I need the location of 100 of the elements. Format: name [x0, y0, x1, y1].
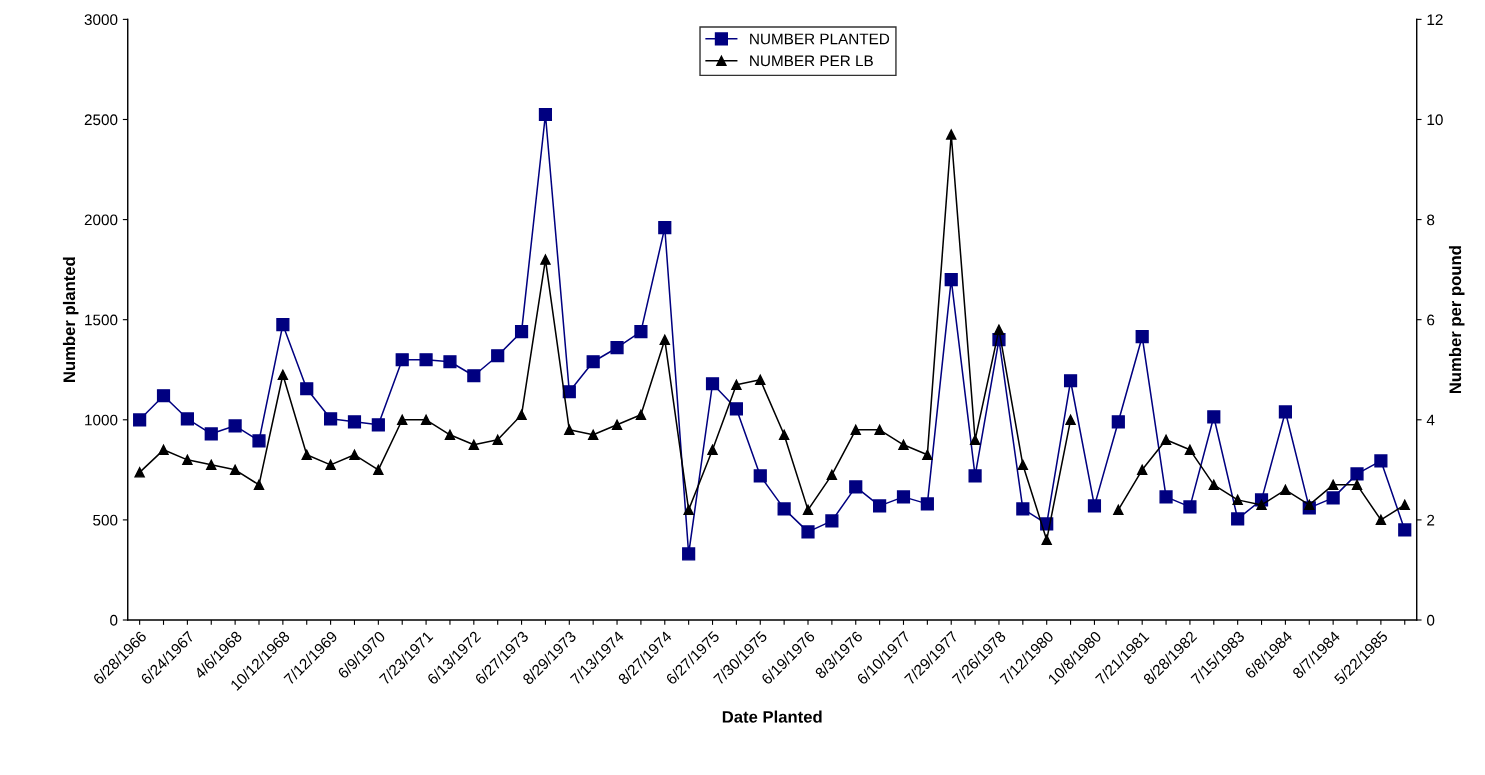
point [825, 514, 839, 528]
point [1375, 514, 1387, 526]
point [659, 334, 670, 345]
point [156, 389, 171, 403]
legend-label: NUMBER PLANTED [750, 33, 890, 45]
point [468, 439, 480, 451]
point [419, 353, 433, 367]
point [1113, 504, 1124, 516]
y-axis-title: Number planted [62, 257, 79, 382]
y-tick-label: 0 [110, 614, 118, 626]
point [683, 504, 694, 516]
point [898, 439, 909, 451]
point [133, 413, 147, 427]
point [253, 479, 265, 491]
y2-tick-label: 12 [1427, 14, 1443, 25]
point [1087, 499, 1102, 513]
point [1231, 512, 1245, 526]
point [1278, 405, 1293, 419]
point [516, 409, 527, 420]
point [1135, 330, 1149, 344]
y-tick-label: 2500 [84, 114, 118, 126]
point [969, 434, 981, 446]
point [920, 497, 934, 511]
point [347, 415, 362, 429]
point [301, 449, 312, 461]
point [395, 353, 409, 367]
y-tick-label: 500 [93, 514, 118, 526]
point [1304, 499, 1315, 511]
x-axis-title: Date Planted [722, 710, 822, 723]
y2-tick-label: 0 [1427, 614, 1435, 626]
point [182, 454, 193, 466]
point [467, 369, 481, 383]
point [1398, 523, 1412, 537]
point [1160, 434, 1172, 446]
legend-label: NUMBER PER LB [750, 55, 873, 67]
point [634, 325, 648, 339]
point [873, 499, 887, 513]
point [1232, 494, 1243, 506]
y2-axis-title: Number per pound [1448, 246, 1465, 394]
point [324, 412, 338, 426]
point [158, 444, 169, 456]
point [444, 429, 456, 441]
point [611, 419, 623, 431]
point [682, 547, 696, 561]
point [540, 254, 551, 265]
point [491, 349, 505, 363]
point [755, 374, 766, 385]
y2-tick-label: 4 [1426, 414, 1435, 426]
point [731, 379, 742, 390]
point [1350, 467, 1364, 481]
point [802, 504, 814, 516]
point [635, 409, 647, 420]
point [705, 377, 720, 391]
point [1183, 500, 1197, 514]
point [1399, 499, 1410, 511]
point [826, 469, 838, 481]
point [1184, 444, 1196, 456]
point [1016, 502, 1030, 516]
point [397, 414, 408, 426]
point [850, 424, 861, 436]
y-tick-label: 1500 [85, 314, 118, 326]
y-tick-label: 2000 [84, 214, 118, 226]
y2-tick-label: 6 [1427, 314, 1435, 326]
point [1065, 414, 1076, 426]
point [325, 459, 336, 471]
point [801, 525, 815, 539]
point [420, 414, 432, 426]
point [1136, 464, 1148, 476]
point [1256, 499, 1267, 511]
point [658, 220, 672, 235]
point [729, 402, 743, 416]
point [586, 355, 600, 369]
point [1041, 534, 1052, 546]
point [538, 107, 553, 122]
point [944, 273, 958, 287]
y-tick-label: 1000 [85, 414, 118, 426]
point [276, 318, 290, 332]
point [1374, 454, 1388, 468]
point [180, 412, 194, 426]
point [1327, 479, 1339, 491]
point [587, 429, 599, 441]
point [946, 129, 957, 140]
point [1159, 490, 1173, 504]
point [206, 459, 217, 471]
point [753, 469, 767, 483]
point [204, 427, 218, 441]
point [1326, 491, 1340, 505]
point [968, 469, 982, 483]
point [371, 418, 385, 432]
point [1111, 415, 1125, 429]
point [1063, 374, 1078, 388]
point [777, 502, 791, 516]
point [874, 424, 885, 436]
point [252, 434, 266, 448]
point [229, 464, 241, 476]
point [778, 429, 790, 441]
point [1017, 459, 1029, 471]
point [228, 419, 242, 433]
point [492, 434, 503, 446]
point [134, 467, 145, 478]
